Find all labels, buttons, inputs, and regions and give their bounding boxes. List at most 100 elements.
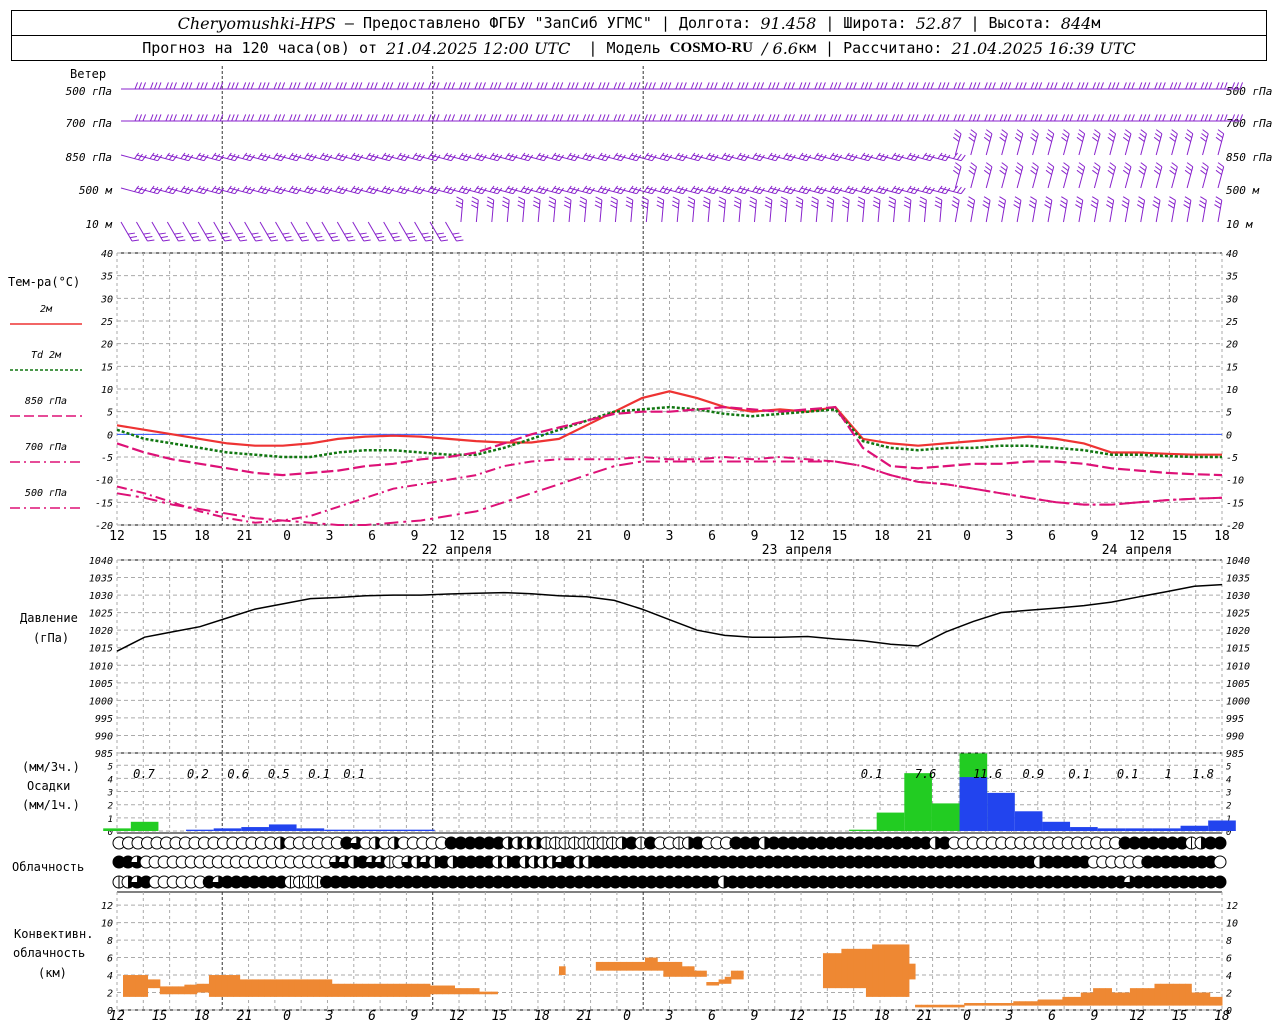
wind-barb-flag bbox=[286, 239, 294, 242]
conv-bar bbox=[737, 970, 744, 980]
wind-barb-flag bbox=[416, 186, 422, 193]
wind-barb-flag bbox=[725, 153, 731, 160]
wind-barb-flag bbox=[873, 200, 880, 205]
wind-barb-flag bbox=[821, 154, 827, 161]
wind-barb bbox=[1186, 133, 1194, 156]
cloud-fill bbox=[889, 856, 902, 868]
wind-barb-flag bbox=[405, 114, 409, 122]
wind-barb-flag bbox=[579, 204, 586, 209]
wind-barb-flag bbox=[837, 114, 842, 122]
wind-barb-flag bbox=[671, 204, 679, 209]
wind-barb-flag bbox=[397, 114, 401, 122]
wind-barb-flag bbox=[937, 114, 942, 122]
wind-barb-flag bbox=[1045, 136, 1052, 142]
wind-barb-flag bbox=[992, 114, 996, 122]
wind-barb-flag bbox=[911, 82, 915, 90]
conv-bar bbox=[123, 975, 130, 997]
cloud-fill bbox=[881, 837, 894, 849]
cloud-fill bbox=[455, 876, 468, 888]
conv-bar bbox=[1019, 1001, 1027, 1006]
cloud-fill bbox=[735, 856, 748, 868]
wind-barb-flag bbox=[659, 114, 664, 122]
wind-barb-flag bbox=[288, 185, 294, 192]
wind-barb-flag bbox=[1093, 133, 1100, 139]
wind-barb-flag bbox=[173, 114, 177, 122]
conv-y-tick-right: 12 bbox=[1226, 901, 1238, 912]
wind-level-label-right: 850 гПа bbox=[1226, 151, 1272, 164]
wind-barb-flag bbox=[1202, 129, 1209, 135]
wind-barb-flag bbox=[1185, 82, 1189, 90]
wind-barb-flag bbox=[482, 114, 486, 122]
conv-bar bbox=[141, 975, 149, 997]
wind-barb-flag bbox=[416, 153, 422, 160]
wind-barb-flag bbox=[1111, 114, 1116, 122]
wind-barb-flag bbox=[574, 187, 580, 194]
wind-barb-flag bbox=[919, 200, 927, 205]
wind-barb-flag bbox=[1092, 136, 1099, 142]
wind-barb-flag bbox=[1138, 114, 1143, 122]
wind-barb-flag bbox=[1090, 204, 1098, 209]
pres-y-tick-right: 1000 bbox=[1226, 696, 1250, 707]
wind-barb-flag bbox=[1173, 114, 1178, 122]
wind-barb-flag bbox=[551, 82, 556, 90]
wind-barb-flag bbox=[641, 204, 648, 209]
wind-barb-flag bbox=[296, 154, 302, 161]
wind-barb bbox=[1155, 133, 1163, 156]
wind-barb-flag bbox=[307, 186, 313, 193]
temp-y-tick-right: 5 bbox=[1226, 408, 1232, 419]
wind-barb-flag bbox=[1046, 166, 1053, 172]
wind-barb-flag bbox=[454, 236, 462, 239]
wind-barb-flag bbox=[1198, 204, 1206, 209]
wind-barb-flag bbox=[1239, 82, 1244, 90]
cloud-fill bbox=[1147, 837, 1160, 849]
cloud-fill bbox=[501, 876, 514, 888]
wind-barb-flag bbox=[904, 196, 912, 201]
conv-bar bbox=[958, 1004, 965, 1008]
wind-barb-flag bbox=[246, 82, 251, 90]
wind-barb-flag bbox=[1106, 200, 1114, 205]
wind-barb-flag bbox=[968, 169, 975, 175]
wind-barb-flag bbox=[597, 152, 603, 159]
wind-barb bbox=[136, 221, 148, 242]
wind-barb-flag bbox=[486, 204, 494, 209]
wind-barb-flag bbox=[307, 153, 313, 160]
conv-bar bbox=[847, 948, 855, 989]
wind-barb-flag bbox=[1108, 166, 1115, 172]
precip-3h-bar bbox=[904, 773, 932, 831]
temp-series-line bbox=[116, 455, 1223, 524]
wind-barb-flag bbox=[941, 82, 946, 90]
wind-barb-flag bbox=[346, 236, 354, 239]
x-tick-label-temp: 15 bbox=[492, 529, 508, 544]
wind-barb-flag bbox=[873, 196, 881, 201]
wind-barb-flag bbox=[1109, 162, 1116, 168]
x-tick-label-bottom: 6 bbox=[1048, 1009, 1056, 1024]
wind-barb-flag bbox=[253, 236, 261, 239]
cloud-fill bbox=[853, 856, 866, 868]
wind-barb-flag bbox=[860, 152, 866, 159]
precip-title-bot: (мм/1ч.) bbox=[22, 798, 80, 812]
wind-barb bbox=[1078, 133, 1086, 156]
wind-barb-flag bbox=[679, 114, 683, 122]
x-tick-label-temp: 0 bbox=[963, 529, 971, 544]
wind-barb-flag bbox=[1214, 200, 1222, 205]
conv-bar bbox=[331, 983, 339, 997]
wind-barb-flag bbox=[910, 153, 916, 160]
wind-barb-flag bbox=[416, 114, 421, 122]
cloud-fill bbox=[1006, 876, 1019, 888]
cloud-fill bbox=[1195, 856, 1208, 868]
conv-bar bbox=[472, 988, 480, 995]
wind-barb-flag bbox=[196, 114, 200, 122]
wind-barb-flag bbox=[137, 153, 143, 160]
x-tick-label-bottom: 12 bbox=[449, 1009, 465, 1024]
wind-barb-flag bbox=[837, 82, 842, 90]
cloud-fill bbox=[347, 876, 360, 888]
conv-bar bbox=[196, 983, 204, 993]
wind-barb-flag bbox=[983, 169, 991, 175]
wind-barb-flag bbox=[694, 153, 700, 160]
wind-barb-flag bbox=[919, 204, 926, 209]
wind-barb-flag bbox=[1007, 82, 1012, 90]
wind-barb-flag bbox=[690, 185, 696, 192]
conv-bar bbox=[454, 988, 462, 995]
wind-barb-flag bbox=[999, 196, 1006, 201]
wind-barb bbox=[305, 221, 318, 242]
